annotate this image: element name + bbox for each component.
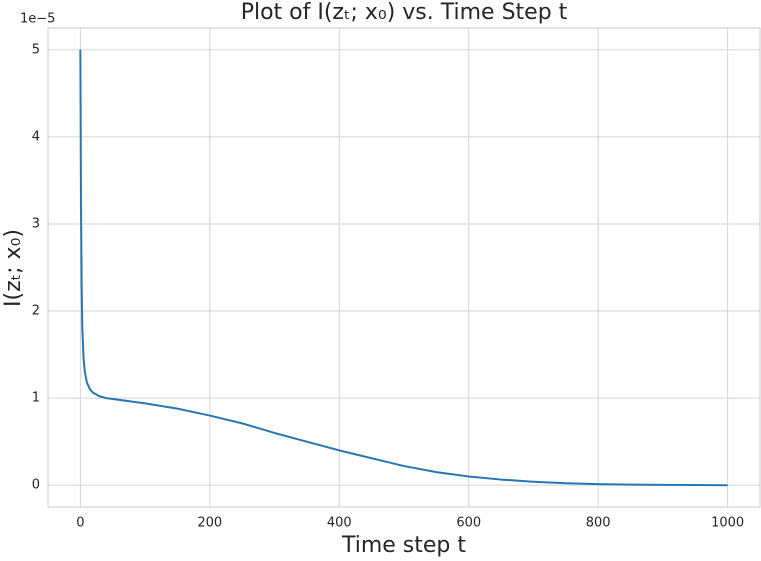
x-tick-label: 200 [197, 516, 222, 531]
y-tick-label: 3 [32, 216, 40, 231]
y-tick-label: 1 [32, 391, 40, 406]
x-tick-label: 1000 [711, 516, 744, 531]
data-line [79, 49, 728, 487]
x-tick-label: 0 [76, 516, 84, 531]
x-axis-label: Time step t [341, 533, 466, 558]
y-tick-label: 4 [32, 129, 40, 144]
x-tick-label: 600 [456, 516, 481, 531]
x-tick-label: 400 [327, 516, 352, 531]
y-tick-label: 0 [32, 478, 40, 493]
x-tick-label: 800 [586, 516, 611, 531]
y-tick-label: 5 [32, 42, 40, 57]
y-tick-label: 2 [32, 304, 40, 319]
y-offset-label: 1e−5 [20, 12, 55, 27]
plot-frame [47, 27, 761, 508]
chart-title: Plot of I(zₜ; x₀) vs. Time Step t [241, 0, 568, 25]
y-axis-label: I(zₜ; x₀) [1, 229, 26, 307]
